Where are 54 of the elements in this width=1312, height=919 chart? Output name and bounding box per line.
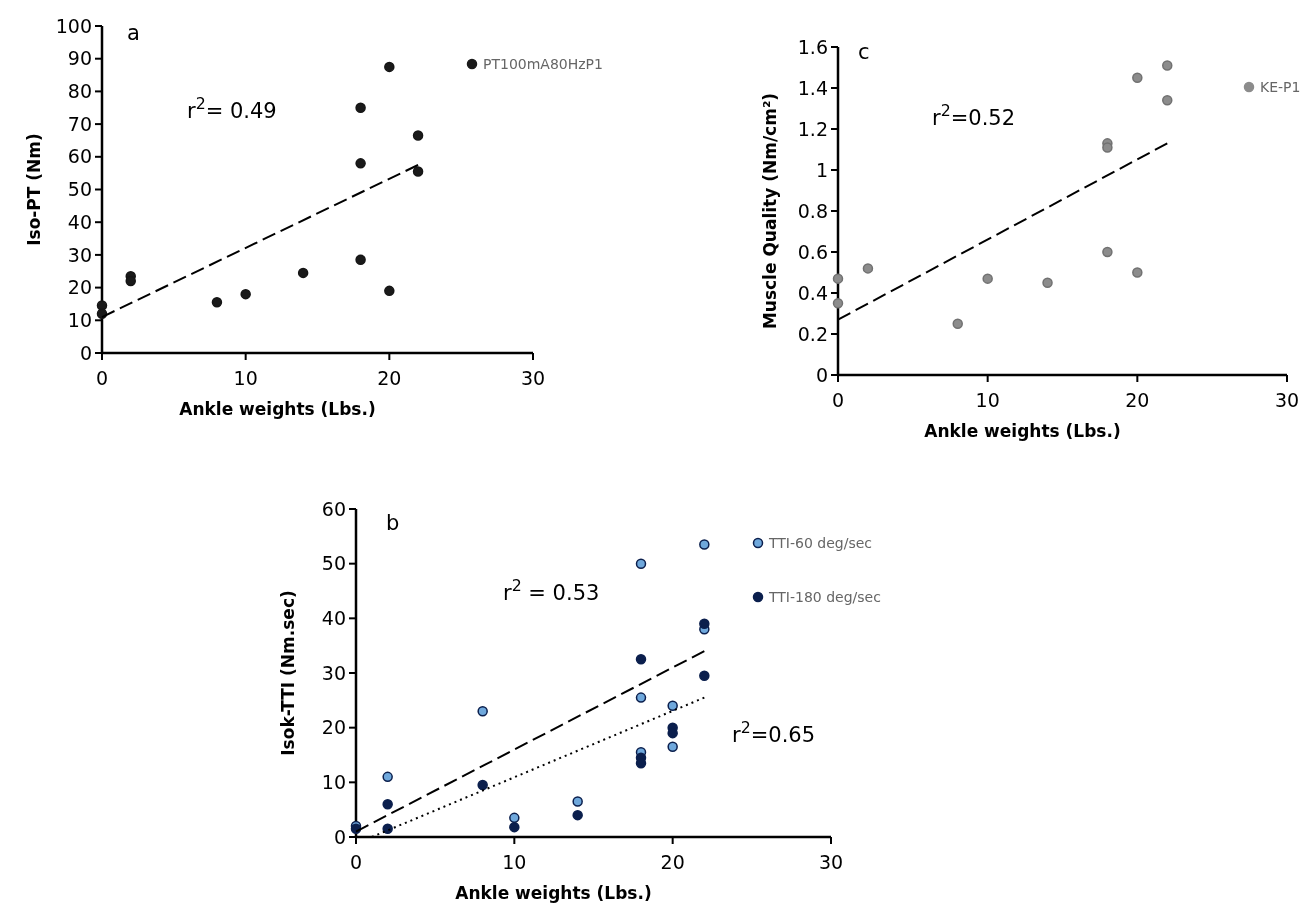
- annotation: r$^{2}$ = 0.53: [503, 575, 600, 605]
- x-tick-label: 20: [377, 367, 402, 389]
- y-tick-label: 30: [67, 243, 92, 266]
- x-tick-label: 10: [975, 389, 1000, 411]
- y-tick-label: 80: [67, 80, 92, 103]
- x-tick-label: 20: [1125, 389, 1150, 411]
- y-tick-label: 0.4: [797, 281, 828, 304]
- y-tick-label: 90: [67, 47, 92, 70]
- x-tick-label: 0: [95, 367, 109, 389]
- y-tick-label: 0: [333, 825, 346, 848]
- y-tick-label: 50: [67, 178, 92, 201]
- x-axis-title: Ankle weights (Lbs.): [924, 421, 1121, 441]
- y-tick-label: 1.4: [797, 76, 828, 99]
- y-tick-label: 40: [321, 606, 346, 629]
- annotation: r$^{2}$= 0.49: [187, 93, 277, 123]
- y-axis-title: Isok-TTI (Nm.sec): [278, 590, 298, 756]
- y-tick-label: 1.2: [797, 117, 828, 140]
- y-tick-label: 0.2: [797, 322, 828, 345]
- y-tick-label: 0.6: [797, 240, 828, 263]
- y-tick-label: 30: [321, 661, 346, 684]
- x-tick-label: 20: [660, 851, 685, 873]
- y-tick-label: 1.6: [797, 35, 828, 58]
- chart-title: b: [386, 511, 400, 535]
- y-tick-label: 10: [67, 308, 92, 331]
- annotation: r$^{2}$=0.65: [732, 717, 816, 747]
- y-tick-label: 60: [67, 145, 92, 168]
- y-tick-label: 100: [55, 14, 92, 37]
- y-tick-label: 1: [815, 158, 828, 181]
- y-tick-label: 40: [67, 210, 92, 233]
- y-tick-label: 0.8: [797, 199, 828, 222]
- y-tick-label: 20: [67, 276, 92, 299]
- x-tick-label: 10: [233, 367, 258, 389]
- chart-title: c: [858, 40, 870, 64]
- legend-label: PT100mA80HzP1: [483, 55, 603, 72]
- x-tick-label: 10: [502, 851, 527, 873]
- legend-label: KE-P1: [1260, 78, 1301, 95]
- y-axis-title: Muscle Quality (Nm/cm²): [760, 92, 780, 330]
- chart-title: a: [127, 21, 140, 45]
- y-tick-label: 0: [79, 341, 92, 364]
- x-tick-label: 0: [831, 389, 845, 411]
- x-axis-title: Ankle weights (Lbs.): [179, 399, 376, 419]
- x-tick-label: 30: [520, 367, 546, 389]
- annotation: r$^{2}$=0.52: [932, 100, 1016, 130]
- x-axis-title: Ankle weights (Lbs.): [455, 883, 652, 903]
- y-tick-label: 60: [321, 497, 346, 520]
- legend-label: TTI-60 deg/sec: [768, 534, 873, 551]
- y-axis-title: Iso-PT (Nm): [24, 133, 44, 246]
- y-tick-label: 20: [321, 716, 346, 739]
- x-tick-label: 30: [1274, 389, 1300, 411]
- y-tick-label: 70: [67, 112, 92, 135]
- y-tick-label: 10: [321, 770, 346, 793]
- x-tick-label: 0: [349, 851, 363, 873]
- legend-label: TTI-180 deg/sec: [768, 588, 881, 605]
- y-tick-label: 50: [321, 552, 346, 575]
